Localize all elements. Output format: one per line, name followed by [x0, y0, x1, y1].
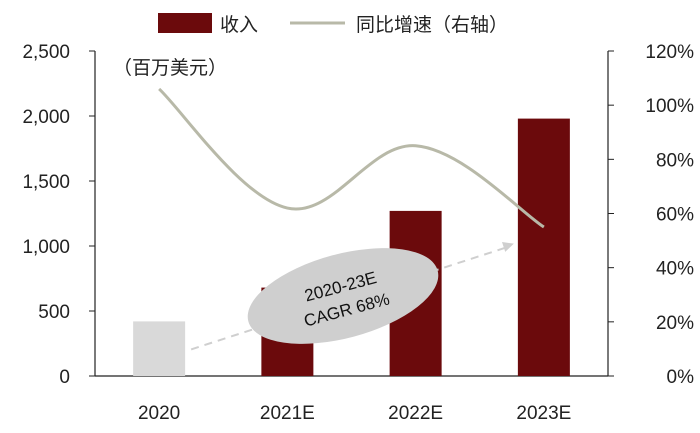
left-tick-label: 1,500	[22, 172, 70, 193]
legend-bar-label: 收入	[220, 14, 258, 36]
axes: 0 500 1,000 1,500 2,000 2,500 0% 20% 40% 60% 80% 10…	[22, 42, 694, 424]
legend: 收入 同比增速（右轴）	[158, 13, 508, 36]
x-tick-label: 2020	[138, 403, 180, 424]
legend-line-label: 同比增速（右轴）	[356, 14, 508, 36]
x-tick-label: 2021E	[260, 403, 315, 424]
legend-bar-swatch	[158, 13, 212, 33]
right-tick-label: 100%	[645, 96, 694, 117]
left-tick-label: 500	[38, 302, 70, 323]
right-tick-label: 60%	[656, 205, 694, 226]
right-tick-label: 20%	[656, 313, 694, 334]
right-tick-label: 40%	[656, 259, 694, 280]
cagr-arrowhead	[501, 242, 514, 252]
right-tick-label: 120%	[645, 42, 694, 63]
x-tick-label: 2023E	[516, 403, 571, 424]
unit-label: （百万美元）	[113, 57, 227, 79]
bar-2020	[133, 321, 186, 376]
left-tick-label: 2,500	[22, 42, 70, 63]
left-tick-label: 0	[59, 367, 70, 388]
right-tick-label: 80%	[656, 150, 694, 171]
growth-line-layer	[158, 87, 545, 229]
left-tick-label: 2,000	[22, 107, 70, 128]
right-tick-label: 0%	[667, 367, 695, 388]
left-tick-label: 1,000	[22, 237, 70, 258]
cagr-ellipse	[247, 248, 439, 344]
bar-2023E	[517, 118, 570, 376]
growth-line	[158, 87, 545, 229]
x-tick-label: 2022E	[388, 403, 443, 424]
